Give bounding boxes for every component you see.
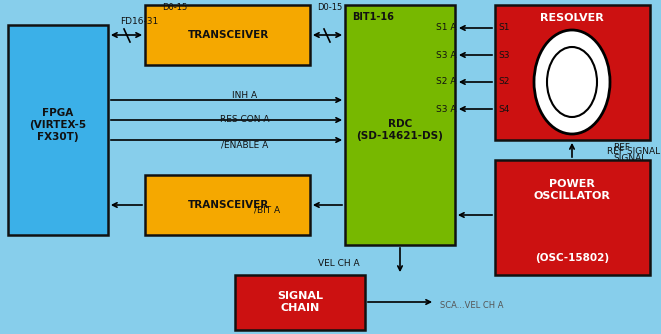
Bar <box>8 25 108 235</box>
Text: S1: S1 <box>498 23 510 32</box>
Text: S2 A: S2 A <box>436 77 456 87</box>
Text: POWER
OSCILLATOR: POWER OSCILLATOR <box>533 179 611 201</box>
Text: D0-15: D0-15 <box>163 2 188 11</box>
Text: RDC
(SD-14621-DS): RDC (SD-14621-DS) <box>356 119 444 141</box>
Ellipse shape <box>534 30 610 134</box>
Bar <box>495 5 650 140</box>
Text: S4: S4 <box>498 105 510 114</box>
Bar <box>495 160 650 275</box>
Text: RES CON A: RES CON A <box>220 116 270 125</box>
Text: SCA...VEL CH A: SCA...VEL CH A <box>440 302 504 311</box>
Text: S1 A: S1 A <box>436 23 456 32</box>
Text: S2: S2 <box>498 77 510 87</box>
Bar <box>145 175 310 235</box>
Text: TRANSCEIVER: TRANSCEIVER <box>187 30 268 40</box>
Text: INH A: INH A <box>233 91 258 100</box>
Text: S3 A: S3 A <box>436 50 456 59</box>
Text: VEL CH A: VEL CH A <box>318 260 360 269</box>
Text: RESOLVER: RESOLVER <box>540 13 604 23</box>
Ellipse shape <box>547 47 597 117</box>
Text: REF SIGNAL: REF SIGNAL <box>607 148 660 157</box>
Bar <box>235 275 365 330</box>
Text: BIT1-16: BIT1-16 <box>352 12 394 22</box>
Text: /BIT A: /BIT A <box>254 205 280 214</box>
Text: TRANSCEIVER: TRANSCEIVER <box>187 200 268 210</box>
Text: SIGNAL
CHAIN: SIGNAL CHAIN <box>277 291 323 313</box>
Bar <box>145 5 310 65</box>
Bar <box>345 5 455 245</box>
Text: REF
SIGNAL: REF SIGNAL <box>613 143 646 163</box>
Text: FD16-31: FD16-31 <box>120 17 158 26</box>
Text: (OSC-15802): (OSC-15802) <box>535 253 609 263</box>
Text: S3: S3 <box>498 50 510 59</box>
Text: /ENABLE A: /ENABLE A <box>221 141 268 150</box>
Text: D0-15: D0-15 <box>317 2 342 11</box>
Text: FPGA
(VIRTEX-5
FX30T): FPGA (VIRTEX-5 FX30T) <box>30 109 87 142</box>
Text: S3 A: S3 A <box>436 105 456 114</box>
